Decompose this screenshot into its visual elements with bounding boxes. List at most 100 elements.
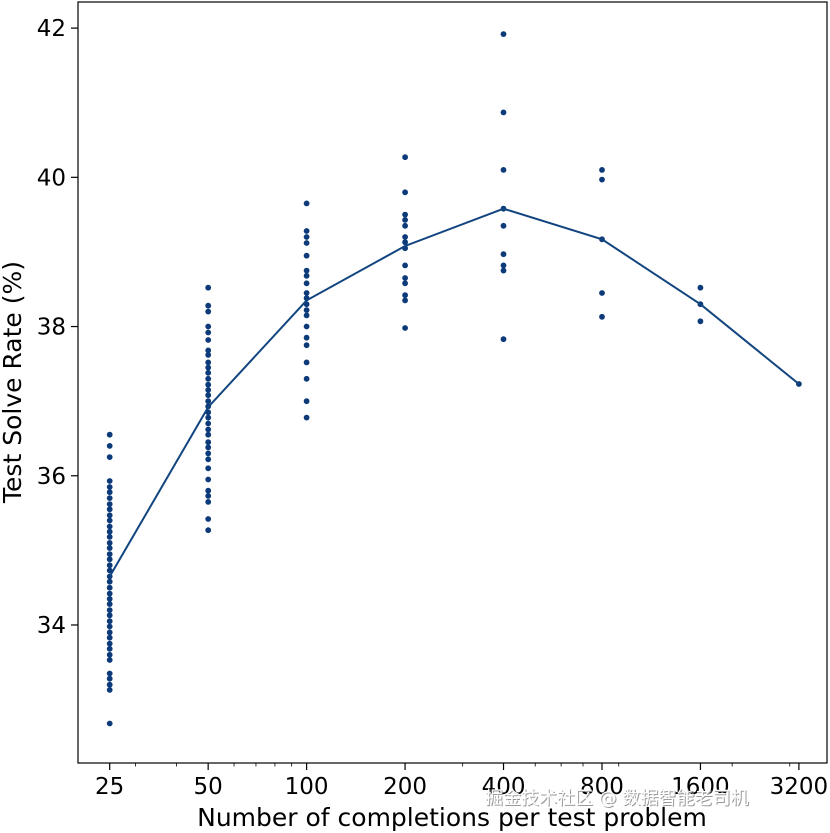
- scatter-point: [106, 612, 113, 619]
- x-tick-label: 50: [194, 774, 223, 800]
- scatter-point: [402, 292, 408, 299]
- scatter-point: [106, 645, 113, 652]
- scatter-point: [106, 640, 113, 647]
- scatter-point: [106, 556, 113, 563]
- scatter-point: [500, 336, 507, 343]
- scatter-point: [205, 465, 212, 472]
- scatter-point: [303, 272, 310, 279]
- scatter-point: [106, 629, 113, 636]
- scatter-point: [303, 240, 310, 246]
- scatter-point: [205, 499, 212, 505]
- scatter-point: [402, 275, 408, 281]
- scatter-point: [303, 342, 310, 349]
- scatter-point: [599, 176, 605, 183]
- scatter-point: [500, 267, 507, 274]
- scatter-point: [205, 284, 212, 291]
- scatter-point: [205, 375, 212, 382]
- scatter-point: [106, 501, 113, 507]
- axis-ticks: 34 36 38 40 42 25 50 100 200 400 800 1600 3200: [37, 16, 828, 800]
- scatter-point: [205, 426, 212, 433]
- scatter-point: [303, 375, 310, 382]
- scatter-point: [402, 189, 408, 196]
- scatter-point: [599, 290, 605, 296]
- scatter-point: [106, 517, 113, 524]
- scatter-point: [205, 347, 212, 354]
- scatter-point: [303, 280, 310, 287]
- scatter-point: [205, 323, 212, 330]
- x-tick-label: 800: [580, 774, 624, 800]
- scatter-point: [106, 506, 113, 513]
- y-tick-label: 40: [37, 165, 66, 191]
- scatter-point: [303, 234, 310, 240]
- scatter-point: [106, 687, 113, 693]
- scatter-point: [303, 312, 310, 319]
- scatter-point: [402, 234, 408, 240]
- scatter-point: [106, 651, 113, 658]
- scatter-point: [303, 267, 310, 274]
- scatter-point: [106, 720, 113, 727]
- x-tick-label: 1600: [671, 774, 730, 800]
- scatter-point: [106, 584, 113, 591]
- scatter-point: [303, 228, 310, 234]
- scatter-point: [106, 634, 113, 641]
- scatter-point: [599, 313, 605, 320]
- scatter-point: [205, 493, 212, 499]
- scatter-point: [500, 109, 507, 116]
- scatter-point: [205, 414, 212, 421]
- scatter-point: [303, 290, 310, 296]
- scatter-point: [402, 325, 408, 331]
- scatter-point: [205, 444, 212, 451]
- scatter-point: [106, 534, 113, 540]
- scatter-point: [205, 329, 212, 336]
- scatter-point: [205, 439, 212, 446]
- scatter-point: [205, 308, 212, 315]
- scatter-point: [106, 590, 113, 597]
- scatter-point: [697, 318, 704, 325]
- scatter-point: [205, 450, 212, 457]
- scatter-point: [205, 364, 212, 371]
- scatter-point: [697, 284, 704, 291]
- watermark: 掘金技术社区 @ 数据智能老司机: [485, 788, 748, 809]
- y-tick-label: 38: [37, 315, 66, 341]
- scatter-point: [106, 545, 113, 551]
- scatter-point: [500, 262, 507, 269]
- scatter-point: [205, 387, 212, 393]
- scatter-point: [303, 414, 310, 421]
- scatter-point: [106, 567, 113, 574]
- scatter-point: [205, 381, 212, 388]
- scatter-point: [106, 618, 113, 625]
- scatter-point: [106, 540, 113, 546]
- scatter-point: [205, 516, 212, 522]
- scatter-point: [106, 657, 113, 663]
- y-tick-label: 42: [37, 16, 66, 42]
- scatter-point: [106, 489, 113, 496]
- x-tick-label: 25: [95, 774, 124, 800]
- scatter-point: [205, 527, 212, 534]
- scatter-point: [205, 456, 212, 463]
- scatter-point: [106, 478, 113, 484]
- scatter-point: [106, 681, 113, 688]
- x-tick-label: 100: [285, 774, 329, 800]
- scatter-point: [303, 359, 310, 366]
- scatter-point: [106, 607, 113, 613]
- scatter-point: [205, 398, 212, 405]
- scatter-point: [205, 352, 212, 358]
- scatter-point: [106, 623, 113, 630]
- watermark-shadow: 掘金技术社区 @ 数据智能老司机: [486, 789, 749, 810]
- scatter-point: [106, 454, 113, 460]
- scatter-point: [500, 222, 507, 229]
- scatter-point: [303, 323, 310, 330]
- scatter-point: [205, 359, 212, 366]
- scatter-point: [106, 443, 113, 449]
- chart-marks: [106, 31, 802, 727]
- scatter-point: [106, 562, 113, 569]
- scatter-point: [402, 211, 408, 218]
- scatter-point: [106, 596, 113, 602]
- scatter-point: [205, 476, 212, 483]
- scatter-point: [106, 578, 113, 585]
- scatter-point: [106, 551, 113, 557]
- scatter-point: [402, 280, 408, 287]
- plot-frame: [77, 1, 828, 764]
